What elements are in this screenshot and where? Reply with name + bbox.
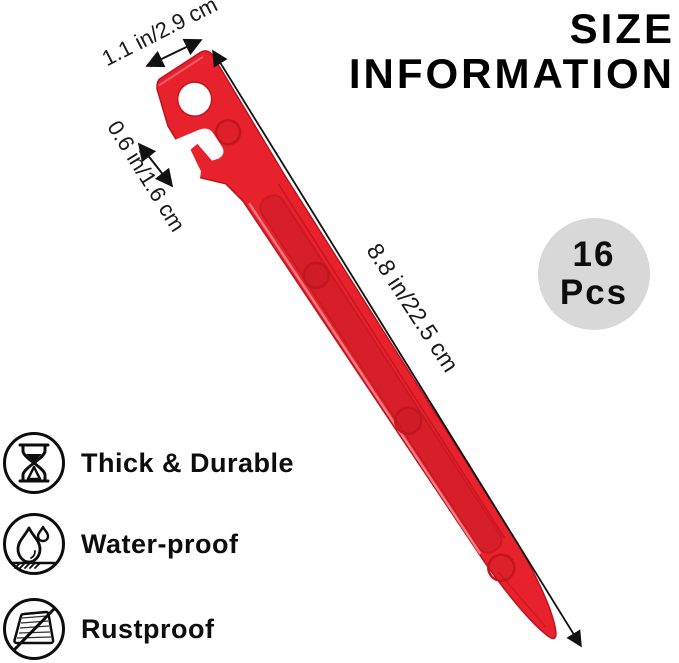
water-drop-icon <box>3 513 65 575</box>
hook-size-arrow <box>137 142 174 188</box>
count-badge-unit: Pcs <box>559 273 629 312</box>
stake-hole <box>176 81 213 117</box>
count-badge-number: 16 <box>572 235 616 274</box>
head-width-arrow <box>145 38 203 68</box>
feature-label: Water-proof <box>81 528 239 559</box>
feature-item-durable: Thick & Durable <box>2 431 294 495</box>
rustproof-icon <box>3 598 65 660</box>
page-title: SIZE INFORMATION <box>349 6 675 96</box>
page-title-line1: SIZE <box>569 5 675 52</box>
stake-hook-notch <box>167 128 224 182</box>
no-slash <box>12 607 56 652</box>
length-arrow <box>212 49 582 648</box>
feature-item-waterproof: Water-proof <box>2 512 238 576</box>
page-title-line2: INFORMATION <box>348 50 675 97</box>
hourglass-icon <box>3 432 65 494</box>
count-badge: 16 Pcs <box>538 218 650 330</box>
feature-label: Rustproof <box>81 613 215 644</box>
feature-label: Thick & Durable <box>81 447 295 478</box>
feature-item-rustproof: Rustproof <box>2 597 214 661</box>
